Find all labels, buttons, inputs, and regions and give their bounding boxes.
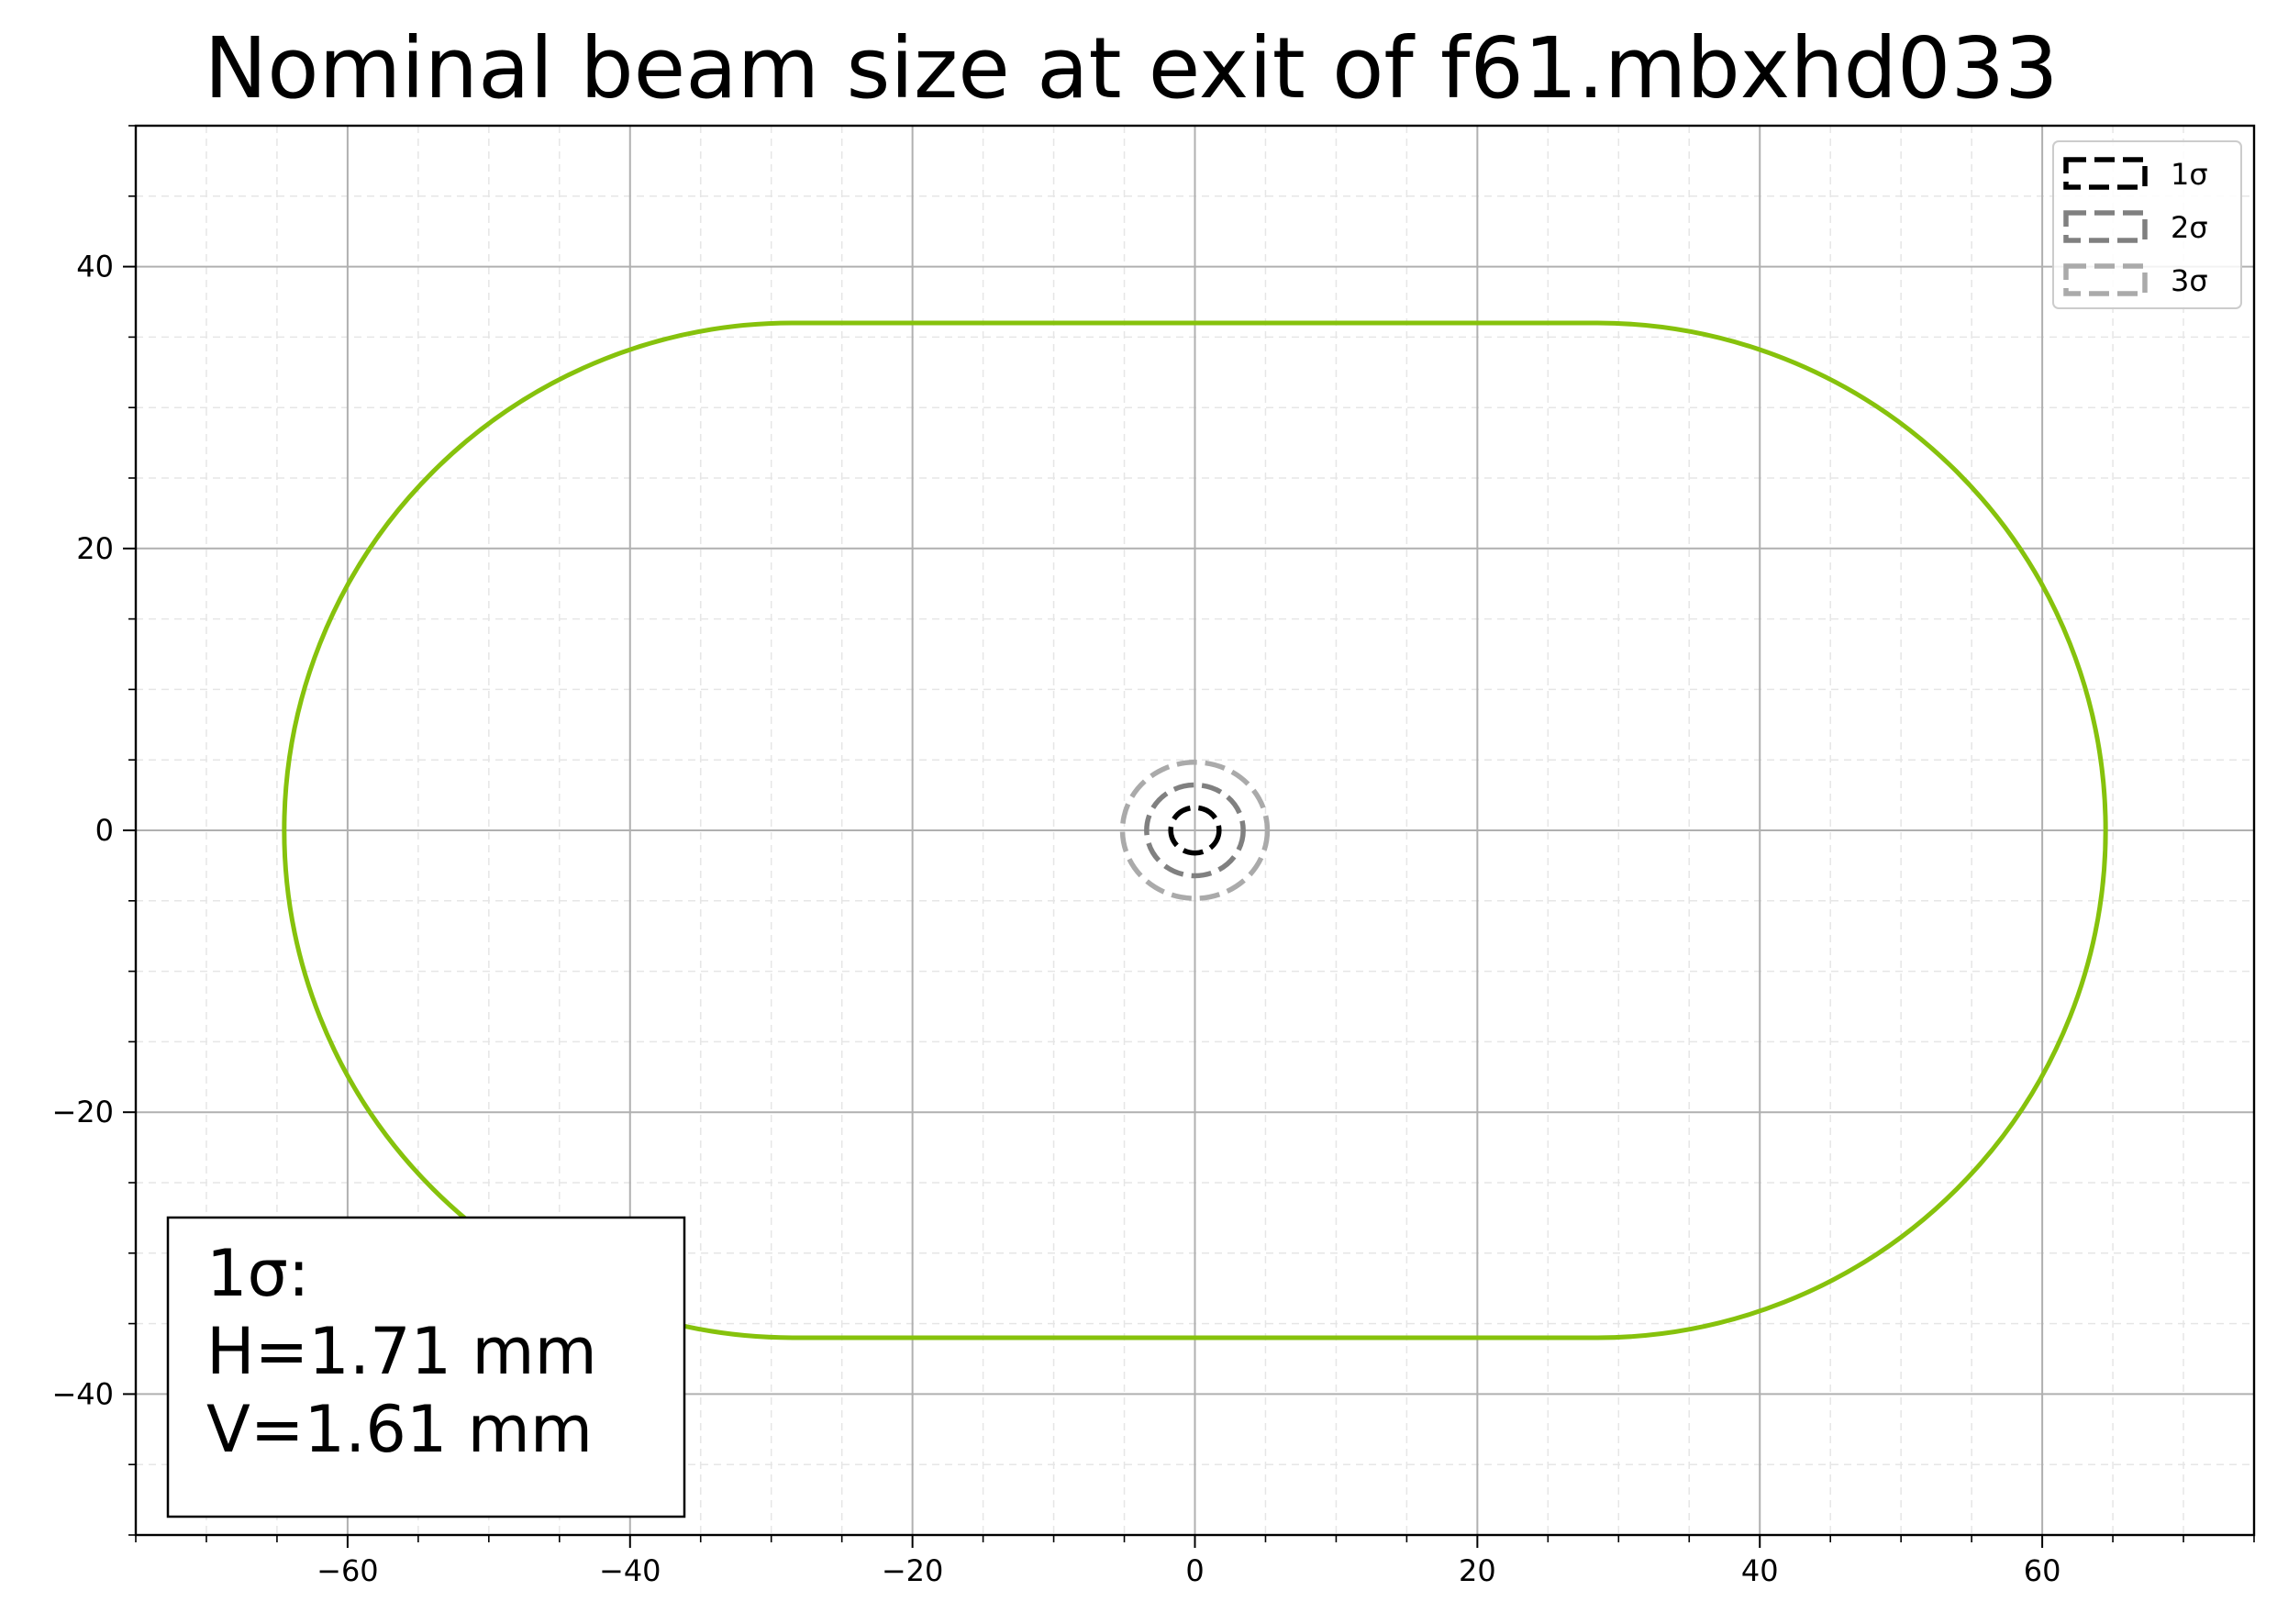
- x-tick-label: 60: [2024, 1553, 2061, 1588]
- x-tick-label: 20: [1459, 1553, 1496, 1588]
- aperture-outline: [282, 320, 2108, 1340]
- annotation-line: 1σ:: [206, 1236, 310, 1311]
- x-tick-label: 0: [1185, 1553, 1204, 1588]
- chart-title: Nominal beam size at exit of f61.mbxhd03…: [204, 19, 2058, 117]
- beam-1sigma-ellipse: [1168, 805, 1222, 856]
- y-tick-label: 0: [95, 813, 114, 848]
- annotation-line: V=1.61 mm: [206, 1392, 593, 1467]
- x-tick-label: −20: [882, 1553, 944, 1588]
- legend-label-2sigma: 2σ: [2171, 210, 2208, 245]
- legend-swatch-3sigma: [2063, 263, 2148, 296]
- y-tick-label: 40: [76, 250, 114, 284]
- plot-series: [282, 320, 2108, 1340]
- annotation-frame: [166, 1216, 686, 1518]
- y-tick-label: 20: [76, 531, 114, 566]
- x-tick-label: −60: [317, 1553, 379, 1588]
- x-tick-label: −40: [599, 1553, 661, 1588]
- legend-swatch-1sigma: [2063, 157, 2148, 190]
- beam-size-annotation: 1σ:H=1.71 mmV=1.61 mm: [166, 1216, 686, 1518]
- x-tick-label: 40: [1741, 1553, 1779, 1588]
- y-tick-label: −20: [51, 1095, 114, 1129]
- legend-label-3sigma: 3σ: [2171, 263, 2208, 298]
- y-tick-label: −40: [51, 1376, 114, 1411]
- legend-label-1sigma: 1σ: [2171, 157, 2208, 192]
- legend: 1σ 2σ 3σ: [2052, 140, 2242, 309]
- axis-ticks: −60 −40 −20 0 20 40 60 −40 −20 0 20 40: [51, 125, 2255, 1588]
- beam-3sigma-ellipse: [1119, 760, 1271, 901]
- annotation-line: H=1.71 mm: [206, 1314, 597, 1389]
- beam-2sigma-ellipse: [1144, 782, 1246, 879]
- legend-swatch-2sigma: [2063, 210, 2148, 243]
